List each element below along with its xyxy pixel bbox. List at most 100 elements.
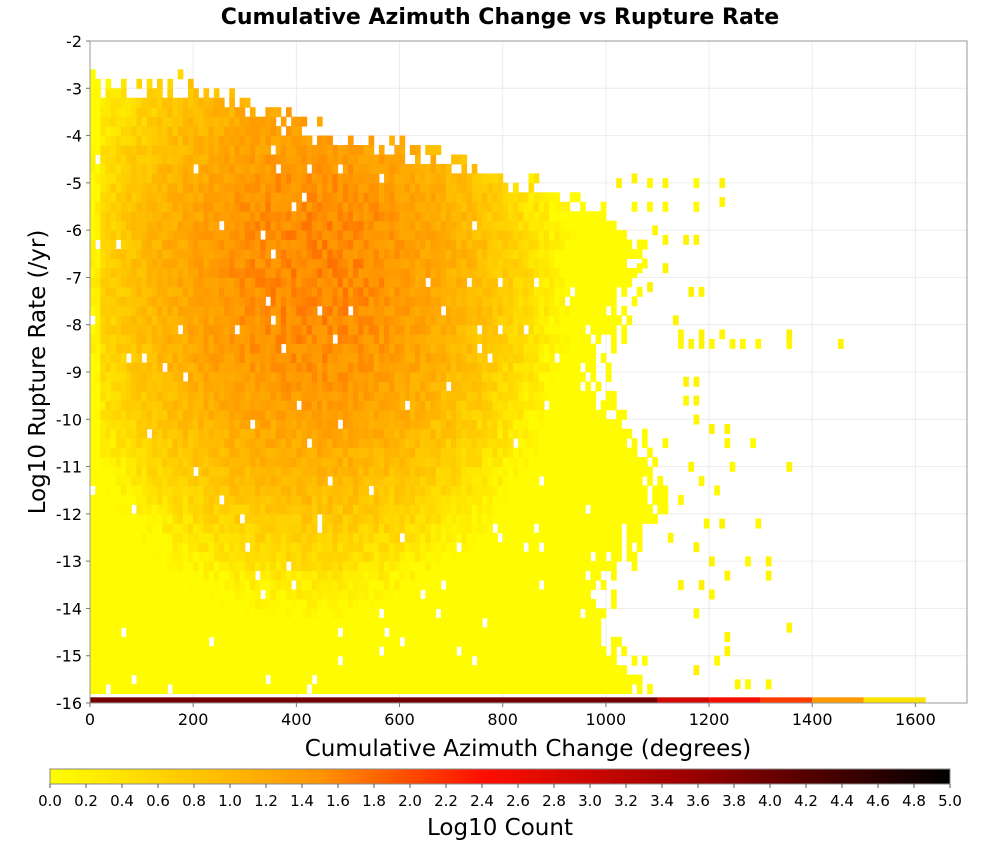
heatmap-cell: [456, 211, 462, 222]
heatmap-cell: [311, 173, 318, 184]
heatmap-cell: [358, 532, 364, 543]
heatmap-cell: [451, 390, 457, 401]
heatmap-cell: [90, 390, 96, 401]
heatmap-cell: [487, 646, 493, 657]
heatmap-cell: [461, 438, 468, 449]
heatmap-cell: [280, 476, 287, 486]
heatmap-cell: [430, 258, 437, 269]
heatmap-cell: [487, 249, 493, 260]
heatmap-cell: [502, 542, 509, 553]
heatmap-cell: [466, 372, 473, 382]
heatmap-cell: [136, 277, 143, 288]
heatmap-cell: [353, 438, 359, 449]
heatmap-cell: [120, 145, 127, 155]
heatmap-cell: [482, 201, 488, 212]
heatmap-cell: [492, 409, 499, 420]
heatmap-cell: [373, 324, 380, 335]
heatmap-cell: [466, 305, 473, 316]
heatmap-cell: [451, 372, 457, 382]
heatmap-cell: [203, 504, 210, 515]
heatmap-cell: [337, 305, 344, 316]
heatmap-cell: [363, 154, 370, 165]
heatmap-cell: [167, 258, 174, 269]
heatmap-cell: [471, 494, 478, 505]
heatmap-cell: [425, 145, 431, 155]
heatmap-cell: [291, 305, 297, 316]
heatmap-cell: [353, 457, 359, 468]
heatmap-cell: [172, 561, 179, 572]
heatmap-cell: [394, 277, 401, 288]
heatmap-cell: [177, 523, 184, 534]
heatmap-cell: [188, 78, 194, 89]
heatmap-cell: [296, 466, 303, 477]
heatmap-cell: [389, 684, 395, 695]
heatmap-cell: [224, 428, 230, 439]
heatmap-cell: [337, 617, 344, 628]
heatmap-cell: [265, 211, 272, 222]
heatmap-cell: [218, 580, 225, 591]
heatmap-cell: [270, 324, 277, 335]
heatmap-cell: [404, 296, 411, 307]
heatmap-cell: [482, 598, 488, 609]
heatmap-cell: [203, 598, 210, 609]
heatmap-cell: [208, 655, 215, 666]
heatmap-cell: [90, 182, 96, 193]
heatmap-cell: [213, 580, 220, 591]
heatmap-cell: [105, 476, 112, 486]
heatmap-cell: [337, 173, 344, 184]
heatmap-cell: [435, 627, 442, 638]
heatmap-cell: [311, 286, 318, 297]
heatmap-cell: [394, 570, 401, 581]
heatmap-cell: [353, 286, 359, 297]
heatmap-cell: [229, 107, 235, 118]
heatmap-cell: [224, 381, 230, 392]
heatmap-cell: [456, 466, 462, 477]
heatmap-cell: [425, 494, 431, 505]
heatmap-cell: [182, 665, 189, 676]
heatmap-cell: [244, 476, 251, 486]
heatmap-cell: [224, 135, 230, 146]
heatmap-cell: [229, 192, 235, 203]
heatmap-cell: [497, 286, 504, 297]
heatmap-cell: [332, 589, 339, 600]
heatmap-cell: [384, 551, 390, 562]
heatmap-cell: [487, 267, 493, 278]
heatmap-cell: [425, 343, 431, 354]
heatmap-cell: [456, 305, 462, 316]
heatmap-cell: [373, 523, 380, 534]
heatmap-cell: [213, 617, 220, 628]
heatmap-cell: [332, 580, 339, 591]
heatmap-cell: [425, 192, 431, 203]
heatmap-cell: [394, 542, 401, 553]
heatmap-cell: [244, 570, 251, 581]
heatmap-cell: [146, 334, 153, 345]
heatmap-cell: [120, 277, 127, 288]
heatmap-cell: [198, 173, 204, 184]
heatmap-cell: [384, 684, 390, 695]
heatmap-cell: [476, 362, 483, 373]
heatmap-cell: [162, 390, 168, 401]
heatmap-cell: [115, 513, 122, 524]
heatmap-cell: [198, 476, 204, 486]
heatmap-cell: [255, 230, 261, 241]
heatmap-cell: [213, 277, 220, 288]
heatmap-cell: [234, 627, 241, 638]
heatmap-cell: [126, 447, 132, 458]
heatmap-cell: [440, 409, 447, 420]
heatmap-cell: [275, 201, 282, 212]
heatmap-cell: [347, 381, 354, 392]
heatmap-cell: [141, 173, 148, 184]
heatmap-cell: [291, 315, 297, 326]
heatmap-cell: [368, 561, 375, 572]
heatmap-cell: [162, 145, 168, 155]
heatmap-cell: [208, 211, 215, 222]
heatmap-cell: [399, 684, 406, 695]
heatmap-cell: [188, 258, 194, 269]
heatmap-cell: [193, 570, 199, 581]
heatmap-cell: [373, 381, 380, 392]
heatmap-cell: [177, 135, 184, 146]
heatmap-cell: [291, 173, 297, 184]
heatmap-cell: [234, 201, 241, 212]
heatmap-cell: [141, 589, 148, 600]
heatmap-cell: [224, 447, 230, 458]
